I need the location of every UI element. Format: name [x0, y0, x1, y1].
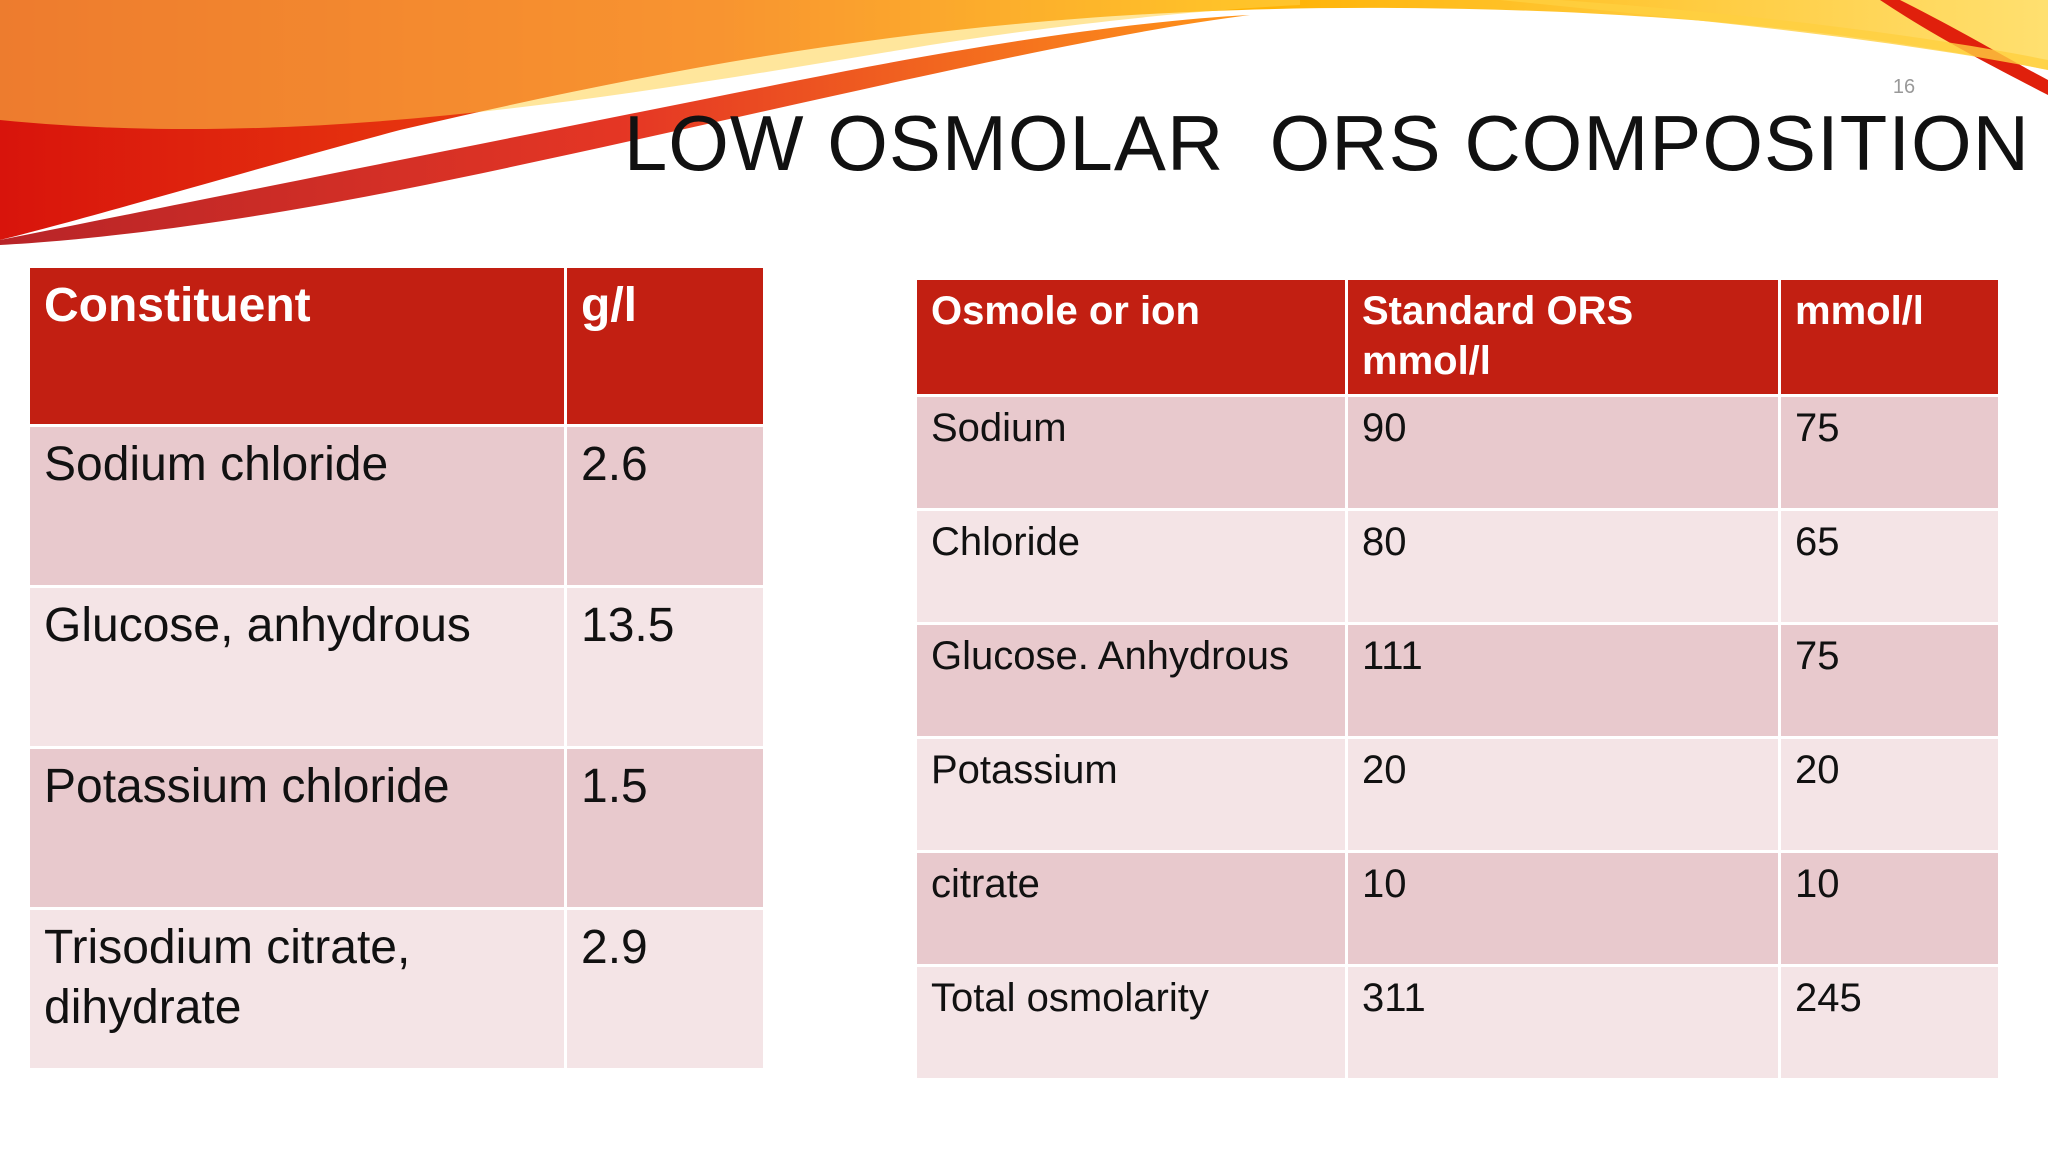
slide-title: LOW OSMOLAR ORS COMPOSITION	[623, 99, 2030, 187]
header-cell: g/l	[564, 265, 766, 427]
table-row: Sodium chloride 2.6	[27, 424, 766, 588]
table-cell: 20	[1345, 736, 1781, 853]
slide-number: 16	[1892, 76, 1916, 98]
table-cell: citrate	[914, 850, 1348, 967]
table-cell: Glucose. Anhydrous	[914, 622, 1348, 739]
table-row: Glucose. Anhydrous 111 75	[914, 622, 2001, 739]
table-cell: Potassium	[914, 736, 1348, 853]
table-cell: 2.6	[564, 424, 766, 588]
header-cell: Constituent	[27, 265, 567, 427]
header-cell: Osmole or ion	[914, 277, 1348, 397]
osmolarity-table: Osmole or ion Standard ORS mmol/l mmol/l So…	[914, 277, 2001, 1081]
constituent-table: Constituent g/l Sodium chloride 2.6 Glucose,…	[27, 265, 766, 1071]
table-cell: 10	[1345, 850, 1781, 967]
table-row: citrate 10 10	[914, 850, 2001, 967]
table-cell: Glucose, anhydrous	[27, 585, 567, 749]
table-cell: 65	[1778, 508, 2001, 625]
table-row: Glucose, anhydrous 13.5	[27, 585, 766, 749]
table-cell: 245	[1778, 964, 2001, 1081]
table-row: Trisodium citrate, dihydrate 2.9	[27, 907, 766, 1071]
table-cell: 20	[1778, 736, 2001, 853]
table-cell: Total osmolarity	[914, 964, 1348, 1081]
table-row: Potassium chloride 1.5	[27, 746, 766, 910]
table-cell: 75	[1778, 394, 2001, 511]
table-cell: 311	[1345, 964, 1781, 1081]
table-cell: 80	[1345, 508, 1781, 625]
table-cell: 2.9	[564, 907, 766, 1071]
header-row: Constituent g/l	[27, 265, 766, 427]
table-row: Sodium 90 75	[914, 394, 2001, 511]
table-cell: 13.5	[564, 585, 766, 749]
table-cell: Sodium chloride	[27, 424, 567, 588]
table-cell: Sodium	[914, 394, 1348, 511]
table-cell: 10	[1778, 850, 2001, 967]
table-cell: 75	[1778, 622, 2001, 739]
table-row: Potassium 20 20	[914, 736, 2001, 853]
table-row: Total osmolarity 311 245	[914, 964, 2001, 1081]
header-cell: mmol/l	[1778, 277, 2001, 397]
table-cell: Chloride	[914, 508, 1348, 625]
table-cell: Potassium chloride	[27, 746, 567, 910]
table-cell: 90	[1345, 394, 1781, 511]
table-row: Chloride 80 65	[914, 508, 2001, 625]
table-cell: 111	[1345, 622, 1781, 739]
decorative-swoosh	[0, 0, 2048, 245]
header-row: Osmole or ion Standard ORS mmol/l mmol/l	[914, 277, 2001, 397]
header-cell: Standard ORS mmol/l	[1345, 277, 1781, 397]
table-cell: Trisodium citrate, dihydrate	[27, 907, 567, 1071]
table-cell: 1.5	[564, 746, 766, 910]
